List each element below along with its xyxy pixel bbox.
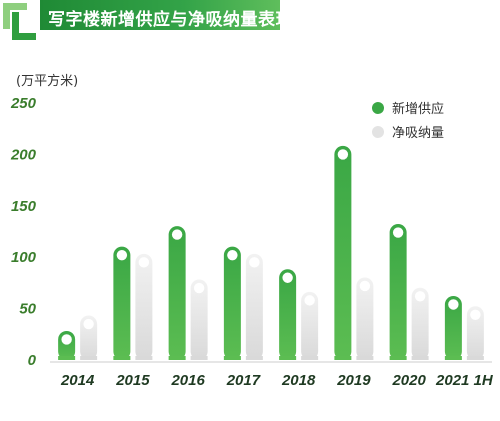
bar-marker-new-supply xyxy=(448,299,459,310)
bar-marker-net-absorption xyxy=(83,318,94,330)
bar-marker-new-supply xyxy=(227,249,238,261)
bar-base-cap xyxy=(80,356,98,360)
bar-base-cap xyxy=(279,356,297,360)
bar-new-supply xyxy=(113,246,131,360)
bar-net-absorption xyxy=(190,279,208,360)
x-tick-label: 2019 xyxy=(336,372,371,389)
bar-new-supply xyxy=(334,145,352,360)
title-corner-light-vertical xyxy=(3,3,10,29)
bar-marker-net-absorption xyxy=(138,257,150,268)
title-corner-dark-horizontal xyxy=(12,33,36,40)
bar-new-supply xyxy=(279,269,297,360)
y-tick-label: 150 xyxy=(11,198,37,215)
bar-base-cap xyxy=(168,356,186,360)
bar-base-cap xyxy=(334,356,352,360)
bar-net-absorption xyxy=(135,253,153,360)
bar-marker-net-absorption xyxy=(249,257,260,268)
bar-marker-new-supply xyxy=(61,334,72,345)
bar-new-supply xyxy=(223,246,241,360)
x-tick-label: 2021 1H xyxy=(435,372,494,389)
bar-base-cap xyxy=(135,356,153,360)
y-tick-label: 50 xyxy=(19,301,36,318)
bar-marker-net-absorption xyxy=(359,280,371,292)
bar-marker-net-absorption xyxy=(470,309,481,320)
title-bar: 写字楼新增供应与净吸纳量表现 xyxy=(40,0,293,30)
bar-base-cap xyxy=(245,356,263,360)
legend-label: 新增供应 xyxy=(392,101,444,117)
bar-marker-new-supply xyxy=(337,149,349,160)
bar-net-absorption xyxy=(356,277,374,360)
bar-net-absorption xyxy=(411,287,429,360)
bar-base-cap xyxy=(301,356,319,360)
x-tick-label: 2018 xyxy=(281,372,316,389)
bar-base-cap xyxy=(389,356,407,360)
y-tick-label: 0 xyxy=(28,352,37,369)
legend-label: 净吸纳量 xyxy=(392,126,444,141)
x-tick-label: 2015 xyxy=(115,372,150,389)
title-corner-light-horizontal xyxy=(3,3,27,10)
bar-marker-net-absorption xyxy=(304,295,315,306)
bar-marker-net-absorption xyxy=(193,282,205,294)
bar-base-cap xyxy=(356,356,374,360)
bar-marker-new-supply xyxy=(392,227,404,238)
bar-net-absorption xyxy=(301,291,319,360)
y-tick-label: 200 xyxy=(10,146,37,163)
bar-base-cap xyxy=(58,356,76,360)
bar-marker-net-absorption xyxy=(414,291,426,302)
bar-base-cap xyxy=(223,356,241,360)
y-tick-label: 250 xyxy=(10,95,37,112)
bar-marker-new-supply xyxy=(171,229,183,240)
bar-net-absorption xyxy=(466,306,484,360)
x-tick-label: 2014 xyxy=(60,372,95,389)
bar-marker-new-supply xyxy=(116,249,128,261)
chart-title: 写字楼新增供应与净吸纳量表现 xyxy=(48,10,293,30)
x-tick-label: 2017 xyxy=(226,372,261,389)
bar-base-cap xyxy=(411,356,429,360)
legend-marker-net-absorption xyxy=(372,126,384,138)
y-axis-unit-label: (万平方米) xyxy=(16,74,79,89)
bar-net-absorption xyxy=(245,253,263,360)
bar-base-cap xyxy=(190,356,208,360)
bar-base-cap xyxy=(444,356,462,360)
title-corner-dark-vertical xyxy=(12,12,19,40)
y-tick-label: 100 xyxy=(11,249,37,266)
x-tick-label: 2016 xyxy=(170,372,205,389)
bar-marker-new-supply xyxy=(282,272,293,283)
bar-base-cap xyxy=(466,356,484,360)
legend-marker-new-supply xyxy=(372,102,384,114)
bar-new-supply xyxy=(168,226,186,360)
bar-new-supply xyxy=(444,295,462,360)
bar-new-supply xyxy=(389,224,407,360)
bar-base-cap xyxy=(113,356,131,360)
x-tick-label: 2020 xyxy=(391,372,426,389)
